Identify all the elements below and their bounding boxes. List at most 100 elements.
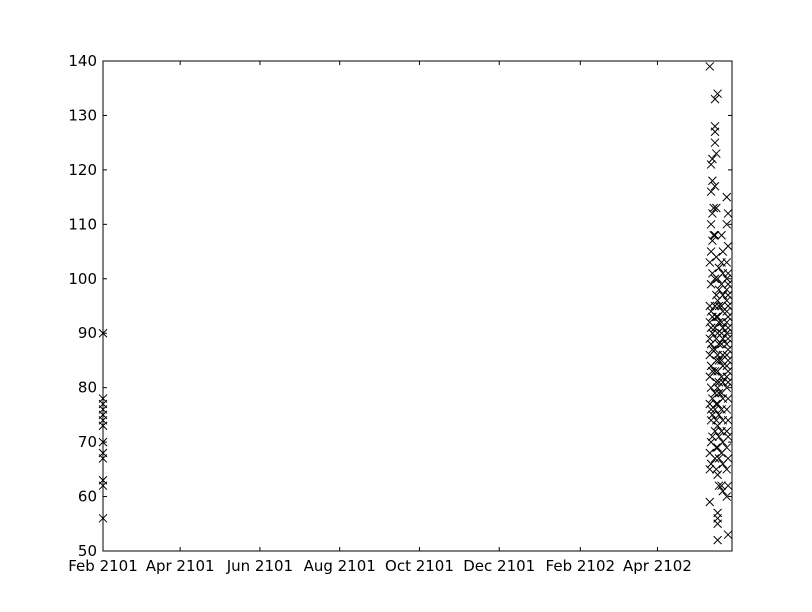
data-point-x-marker	[722, 426, 732, 436]
y-tick-label: 50	[78, 542, 97, 560]
y-axis: 50 60 70 80 90 100 110 120 130 140	[68, 52, 732, 560]
data-point-x-marker	[708, 410, 717, 420]
data-point-x-marker	[723, 366, 733, 376]
data-point-x-marker	[714, 339, 724, 349]
x-tick-label: Feb 2102	[546, 557, 616, 575]
data-point-x-marker	[710, 274, 720, 284]
y-tick-label: 80	[78, 379, 97, 397]
data-point-x-marker	[709, 203, 719, 213]
y-tick-label: 70	[78, 433, 97, 451]
x-axis: Feb 2101 Apr 2101 Jun 2101 Aug 2101 Oct 2101…	[68, 61, 692, 575]
data-point-x-marker	[722, 339, 732, 349]
data-point-x-marker	[722, 285, 732, 295]
y-tick-label: 90	[78, 324, 97, 342]
data-point-x-marker	[705, 497, 715, 507]
data-point-x-marker	[723, 301, 733, 311]
data-point-x-marker	[710, 345, 720, 354]
data-point-x-marker	[723, 345, 733, 354]
data-point-x-marker	[722, 464, 732, 474]
data-point-x-marker	[714, 317, 724, 327]
data-point-x-marker	[710, 301, 720, 311]
data-point-x-marker	[714, 432, 724, 442]
y-tick-label: 60	[78, 488, 97, 506]
data-point-x-marker	[723, 415, 733, 425]
y-tick-label: 140	[68, 52, 97, 70]
data-point-x-marker	[708, 432, 717, 442]
data-point-x-marker	[714, 301, 724, 311]
data-point-x-marker	[710, 138, 720, 148]
data-point-x-marker	[711, 149, 721, 158]
data-point-x-marker	[705, 334, 715, 344]
x-tick-label: Apr 2102	[623, 557, 692, 575]
data-point-x-marker	[710, 388, 720, 398]
data-point-x-marker	[710, 405, 720, 414]
data-point-x-marker	[710, 127, 720, 137]
data-point-x-marker	[722, 405, 732, 414]
x-tick-label: Jun 2101	[226, 557, 293, 575]
data-point-x-marker	[710, 366, 720, 376]
plot-frame	[102, 60, 733, 552]
data-point-x-marker	[710, 94, 720, 104]
data-point-x-marker	[708, 154, 717, 164]
data-point-x-marker	[708, 209, 717, 218]
data-point-x-marker	[722, 317, 732, 327]
data-point-x-marker	[714, 285, 724, 295]
x-tick-label: Feb 2101	[68, 557, 138, 575]
data-point-x-marker	[717, 481, 726, 491]
y-tick-label: 100	[68, 270, 97, 288]
data-point-x-marker	[722, 443, 732, 452]
data-point-x-marker	[713, 535, 722, 545]
data-point-x-marker	[717, 230, 726, 240]
data-point-x-marker	[722, 372, 732, 382]
data-point-x-marker	[723, 377, 733, 387]
data-point-x-marker	[723, 334, 733, 344]
data-point-x-marker	[714, 481, 724, 491]
data-point-x-marker	[723, 268, 733, 278]
data-point-x-marker	[710, 323, 720, 333]
data-point-x-marker	[722, 274, 732, 284]
data-point-x-marker	[705, 258, 715, 267]
data-point-x-marker	[710, 454, 720, 463]
data-point-x-marker	[708, 236, 717, 246]
data-point-x-marker	[723, 530, 733, 540]
data-point-x-marker	[723, 454, 733, 463]
data-point-x-marker	[722, 296, 732, 305]
data-point-x-marker	[722, 361, 732, 371]
data-point-x-marker	[723, 290, 733, 300]
data-point-x-marker	[713, 519, 722, 529]
y-tick-label: 110	[68, 215, 97, 233]
data-point-x-marker	[722, 219, 732, 229]
data-point-x-marker	[705, 464, 715, 474]
x-tick-label: Aug 2101	[304, 557, 376, 575]
data-point-x-marker	[723, 241, 733, 251]
data-point-x-marker	[714, 410, 724, 420]
data-point-x-marker	[723, 394, 733, 403]
data-point-x-marker	[722, 307, 732, 316]
data-point-x-marker	[708, 176, 717, 186]
data-point-x-marker	[706, 187, 716, 197]
data-point-x-marker	[711, 203, 721, 213]
data-point-x-marker	[714, 263, 724, 273]
data-point-x-marker	[714, 356, 724, 365]
data-point-x-marker	[709, 230, 719, 240]
x-tick-label: Dec 2101	[463, 557, 535, 575]
data-point-x-marker	[723, 279, 733, 289]
data-point-x-marker	[706, 279, 716, 289]
data-point-x-marker	[722, 258, 732, 267]
data-point-x-marker	[706, 323, 716, 333]
data-point-x-marker	[723, 312, 733, 322]
data-point-x-marker	[713, 89, 722, 99]
x-tick-label: Apr 2101	[146, 557, 215, 575]
plot-area	[103, 61, 732, 551]
data-point-x-marker	[710, 181, 720, 191]
data-point-x-marker	[710, 230, 720, 240]
data-point-x-marker	[705, 62, 715, 71]
data-point-x-marker	[723, 481, 733, 491]
data-point-x-marker	[722, 350, 732, 360]
data-point-x-marker	[713, 470, 722, 480]
data-point-x-marker	[710, 426, 720, 436]
data-point-x-marker	[723, 209, 733, 218]
data-point-x-marker	[711, 464, 721, 474]
data-point-x-marker	[711, 290, 721, 300]
